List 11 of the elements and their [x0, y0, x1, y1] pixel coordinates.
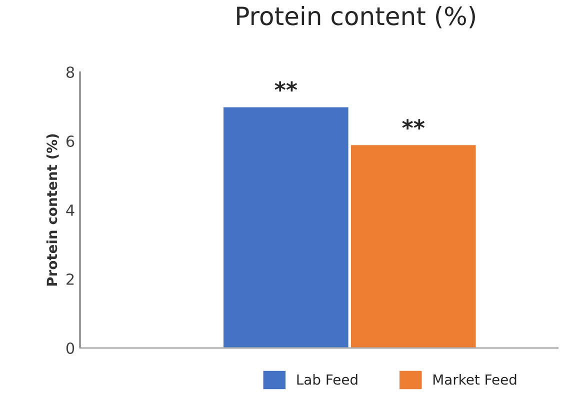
y-tick-label: 4 [66, 204, 74, 216]
y-tick-label: 6 [66, 135, 74, 148]
legend-label: Market Feed [434, 374, 516, 385]
y-tick-label: 8 [66, 66, 74, 78]
y-axis-title: Protein content (%) [46, 134, 59, 286]
chart-title: Protein content (%) [237, 6, 475, 28]
legend-label: Lab Feed [297, 374, 358, 385]
y-tick-label: 0 [66, 342, 74, 354]
annotation: ** [402, 119, 425, 130]
y-tick-label: 2 [66, 273, 74, 285]
annotation: ** [274, 81, 298, 92]
